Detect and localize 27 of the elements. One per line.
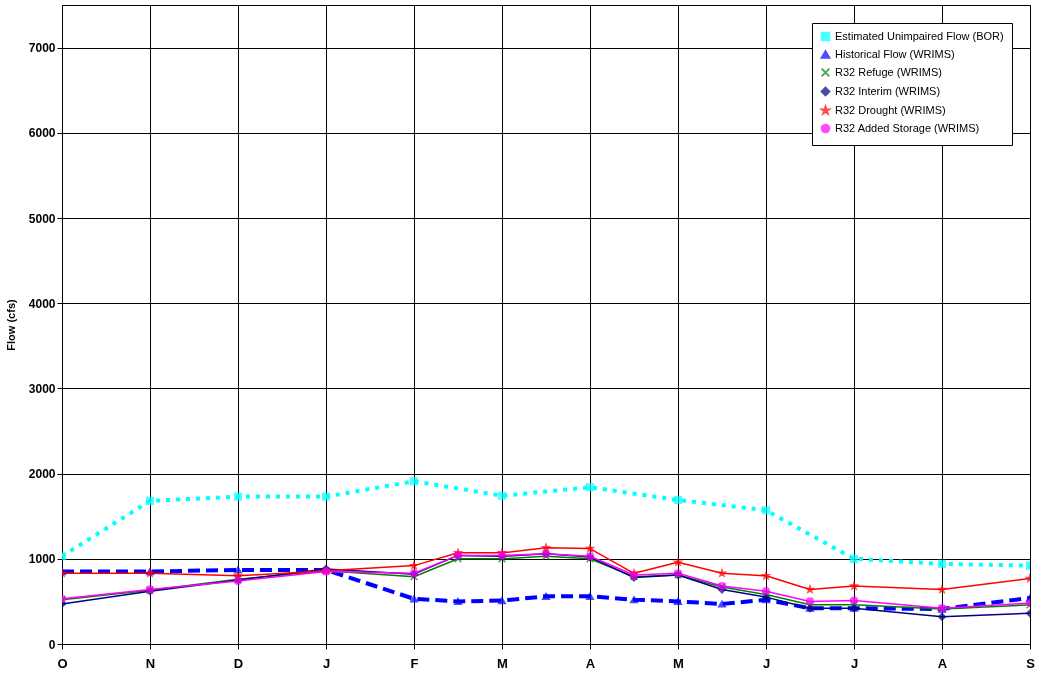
legend-label: Historical Flow (WRIMS) — [835, 47, 955, 60]
x-tick-label: N — [145, 655, 156, 671]
x-tick-label: F — [410, 655, 419, 671]
y-tick-label: 5000 — [28, 211, 56, 226]
x-tick-label: M — [673, 655, 684, 671]
legend-label: R32 Refuge (WRIMS) — [835, 65, 942, 78]
legend-label: R32 Added Storage (WRIMS) — [835, 121, 980, 134]
x-tick-label: D — [233, 655, 244, 671]
y-tick-label: 1000 — [28, 552, 56, 567]
x-tick-label: A — [937, 655, 948, 671]
y-tick-label: 3000 — [28, 381, 56, 396]
y-tick-label: 4000 — [28, 296, 56, 311]
x-tick-label: S — [1026, 655, 1036, 671]
legend-label: R32 Interim (WRIMS) — [835, 84, 941, 97]
x-tick-label: A — [585, 655, 596, 671]
x-tick-label: J — [322, 655, 331, 671]
y-tick-label: 2000 — [28, 467, 56, 482]
y-axis-title: Flow (cfs) — [4, 299, 17, 351]
legend-label: R32 Drought (WRIMS) — [835, 103, 946, 116]
x-tick-label: O — [57, 655, 68, 671]
y-tick-label: 0 — [48, 637, 56, 652]
x-tick-label: J — [762, 655, 771, 671]
x-tick-label: J — [850, 655, 859, 671]
y-tick-label: 6000 — [28, 126, 56, 141]
y-tick-label: 7000 — [28, 41, 56, 56]
legend-label: Estimated Unimpaired Flow (BOR) — [835, 29, 1004, 42]
x-tick-label: M — [497, 655, 508, 671]
